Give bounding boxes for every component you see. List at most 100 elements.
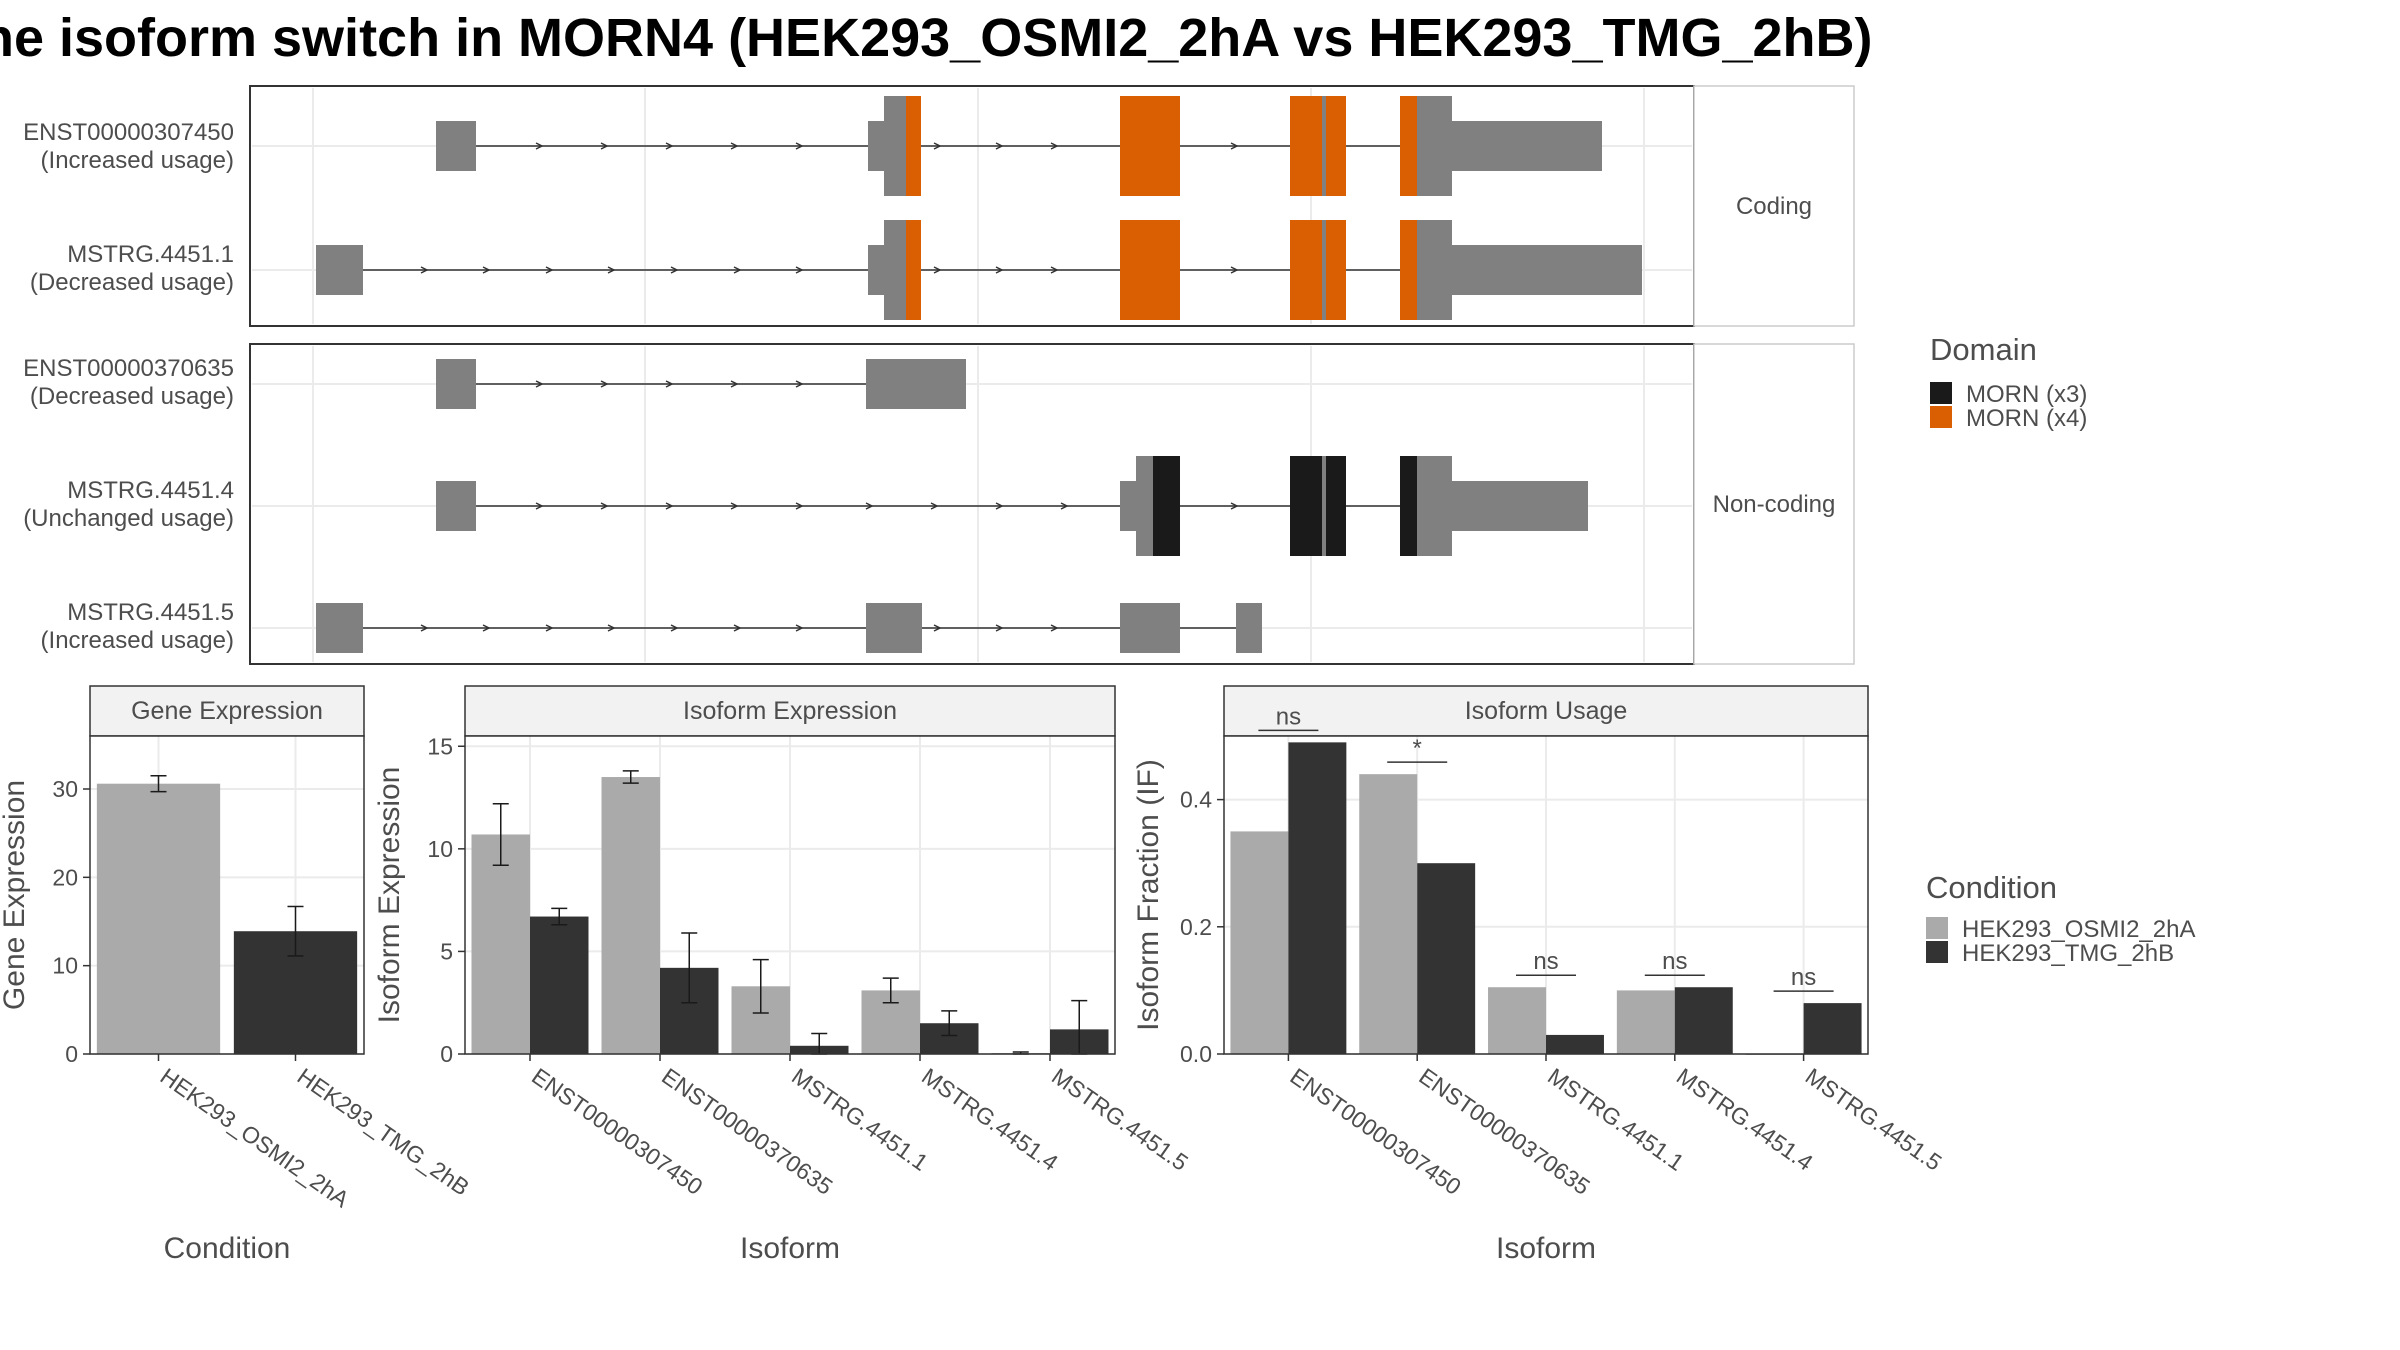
strand-arrow <box>933 142 942 150</box>
y-tick-label: 0.4 <box>1180 787 1212 813</box>
morn-x3-domain <box>1400 456 1417 556</box>
strand-arrow <box>865 502 874 510</box>
strand-arrow <box>670 266 679 274</box>
strand-arrow <box>730 380 739 388</box>
strand-arrow <box>535 142 544 150</box>
legend-label: HEK293_OSMI2_2hA <box>1962 916 2195 943</box>
legend-key-cond-b <box>1926 941 1948 963</box>
bar <box>1488 987 1546 1054</box>
tx-label-usage: (Decreased usage) <box>30 269 234 296</box>
strand-arrow <box>545 624 554 632</box>
exon <box>436 121 476 171</box>
y-tick-label: 5 <box>440 938 453 964</box>
tx-label-usage: (Increased usage) <box>41 627 234 654</box>
exon <box>1417 456 1452 556</box>
bar <box>1417 863 1476 1054</box>
tx-label-usage: (Increased usage) <box>41 147 234 174</box>
panel-border <box>464 735 1116 1055</box>
coding-facet-strip <box>1693 85 1855 327</box>
strand-arrow <box>733 266 742 274</box>
condition-legend-title: Condition <box>1926 870 2057 905</box>
bar <box>530 916 589 1054</box>
y-axis-title: Isoform Fraction (IF) <box>1132 759 1165 1031</box>
strand-arrow <box>607 624 616 632</box>
gene-expression-chart: Gene Expression0102030HEK293_OSMI2_2hAHE… <box>0 685 474 1265</box>
y-tick-label: 15 <box>427 733 453 759</box>
strand-arrow <box>930 502 939 510</box>
morn-x3-domain <box>1290 456 1322 556</box>
morn-x4-domain <box>1290 220 1322 320</box>
x-axis-title: Isoform <box>1496 1232 1596 1265</box>
exon <box>1452 245 1642 295</box>
strand-arrow <box>1050 142 1059 150</box>
legend-key-morn-x4 <box>1930 406 1952 428</box>
significance-label: * <box>1413 735 1422 762</box>
exon <box>866 359 966 409</box>
strand-arrow <box>420 266 429 274</box>
morn-x4-domain <box>1326 96 1346 196</box>
exon <box>1120 481 1136 531</box>
exon <box>1452 121 1602 171</box>
strand-arrow <box>730 502 739 510</box>
isoform-expression-chart: Isoform Expression051015ENST00000307450E… <box>373 685 1193 1265</box>
strand-arrow <box>482 624 491 632</box>
morn-x4-domain <box>1326 220 1346 320</box>
morn-x3-domain <box>1153 456 1180 556</box>
legend-key-morn-x3 <box>1930 382 1952 404</box>
tx-label-id: MSTRG.4451.4 <box>67 477 234 504</box>
exon <box>1322 96 1326 196</box>
strand-arrow <box>995 624 1004 632</box>
strand-arrow <box>545 266 554 274</box>
noncoding-facet-label: Non-coding <box>1713 491 1836 518</box>
strand-arrow <box>600 502 609 510</box>
bar <box>471 834 530 1054</box>
panel-strip <box>464 685 1116 737</box>
strand-arrow <box>995 266 1004 274</box>
tx-label-id: ENST00000307450 <box>23 119 234 146</box>
strand-arrow <box>795 502 804 510</box>
y-tick-label: 0 <box>440 1041 453 1067</box>
strand-arrow <box>665 502 674 510</box>
y-tick-label: 0.0 <box>1180 1041 1212 1067</box>
morn-x4-domain <box>1120 220 1180 320</box>
tx-label-usage: (Unchanged usage) <box>23 505 234 532</box>
strand-arrow <box>1230 266 1239 274</box>
tx-label-id: ENST00000370635 <box>23 355 234 382</box>
strand-arrow <box>1050 624 1059 632</box>
strand-arrow <box>670 624 679 632</box>
morn-x4-domain <box>1120 96 1180 196</box>
exon <box>436 481 476 531</box>
morn-x4-domain <box>906 96 921 196</box>
exon <box>1452 481 1588 531</box>
strand-arrow <box>535 502 544 510</box>
coding-transcripts <box>316 96 1642 320</box>
strand-arrow <box>730 142 739 150</box>
strand-arrow <box>535 380 544 388</box>
exon <box>316 603 363 653</box>
strand-arrow <box>995 142 1004 150</box>
panel-title: Gene Expression <box>131 697 323 725</box>
strand-arrow <box>1230 502 1239 510</box>
exon <box>1322 220 1326 320</box>
strand-arrow <box>420 624 429 632</box>
isoform-usage-chart: Isoform Usage0.00.20.4nsENST00000307450*… <box>1132 685 1947 1265</box>
y-tick-label: 10 <box>52 953 78 979</box>
bar <box>1288 742 1347 1054</box>
x-tick-label: MSTRG.4451.5 <box>1047 1063 1193 1176</box>
y-axis-title: Isoform Expression <box>373 767 406 1024</box>
bar <box>1359 774 1418 1054</box>
bar <box>96 783 221 1054</box>
strand-arrow <box>482 266 491 274</box>
exon <box>1236 603 1262 653</box>
transcript-structure-panel: Coding Non-coding ENST00000307450 (Incre… <box>23 85 1855 665</box>
strand-arrow <box>665 142 674 150</box>
bar <box>1546 1034 1604 1054</box>
condition-legend: Condition HEK293_OSMI2_2hA HEK293_TMG_2h… <box>1926 870 2195 967</box>
exon <box>884 96 906 196</box>
morn-x4-domain <box>1400 96 1417 196</box>
panel-border <box>1223 735 1869 1055</box>
exon <box>316 245 363 295</box>
y-tick-label: 20 <box>52 864 78 890</box>
panel-strip <box>1223 685 1869 737</box>
